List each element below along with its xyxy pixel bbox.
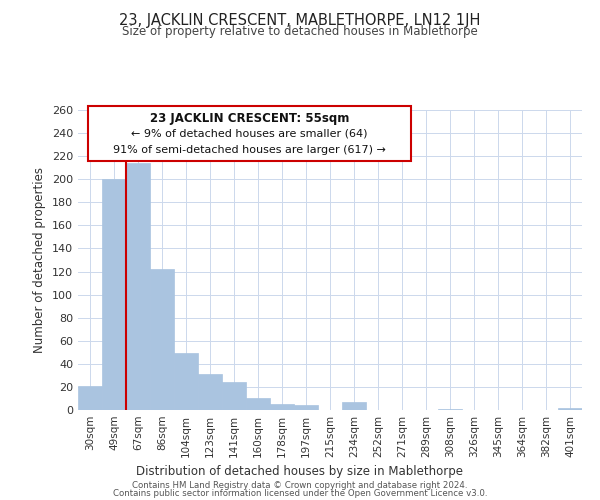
Bar [270,404,294,410]
Bar [198,374,222,410]
Text: Contains HM Land Registry data © Crown copyright and database right 2024.: Contains HM Land Registry data © Crown c… [132,481,468,490]
Bar [558,408,582,410]
Text: Contains public sector information licensed under the Open Government Licence v3: Contains public sector information licen… [113,489,487,498]
Bar [174,354,198,410]
Bar [342,402,366,410]
Y-axis label: Number of detached properties: Number of detached properties [34,167,46,353]
Bar [150,269,174,410]
Text: ← 9% of detached houses are smaller (64): ← 9% of detached houses are smaller (64) [131,129,368,139]
Bar [438,409,462,410]
Bar [126,163,150,410]
Text: 91% of semi-detached houses are larger (617) →: 91% of semi-detached houses are larger (… [113,144,386,154]
Text: 23 JACKLIN CRESCENT: 55sqm: 23 JACKLIN CRESCENT: 55sqm [149,112,349,125]
Bar [222,382,246,410]
Bar [78,386,102,410]
Text: Distribution of detached houses by size in Mablethorpe: Distribution of detached houses by size … [137,464,464,477]
Text: 23, JACKLIN CRESCENT, MABLETHORPE, LN12 1JH: 23, JACKLIN CRESCENT, MABLETHORPE, LN12 … [119,12,481,28]
Bar [294,406,318,410]
Text: Size of property relative to detached houses in Mablethorpe: Size of property relative to detached ho… [122,25,478,38]
Bar [246,398,270,410]
Bar [102,179,126,410]
FancyBboxPatch shape [88,106,410,161]
